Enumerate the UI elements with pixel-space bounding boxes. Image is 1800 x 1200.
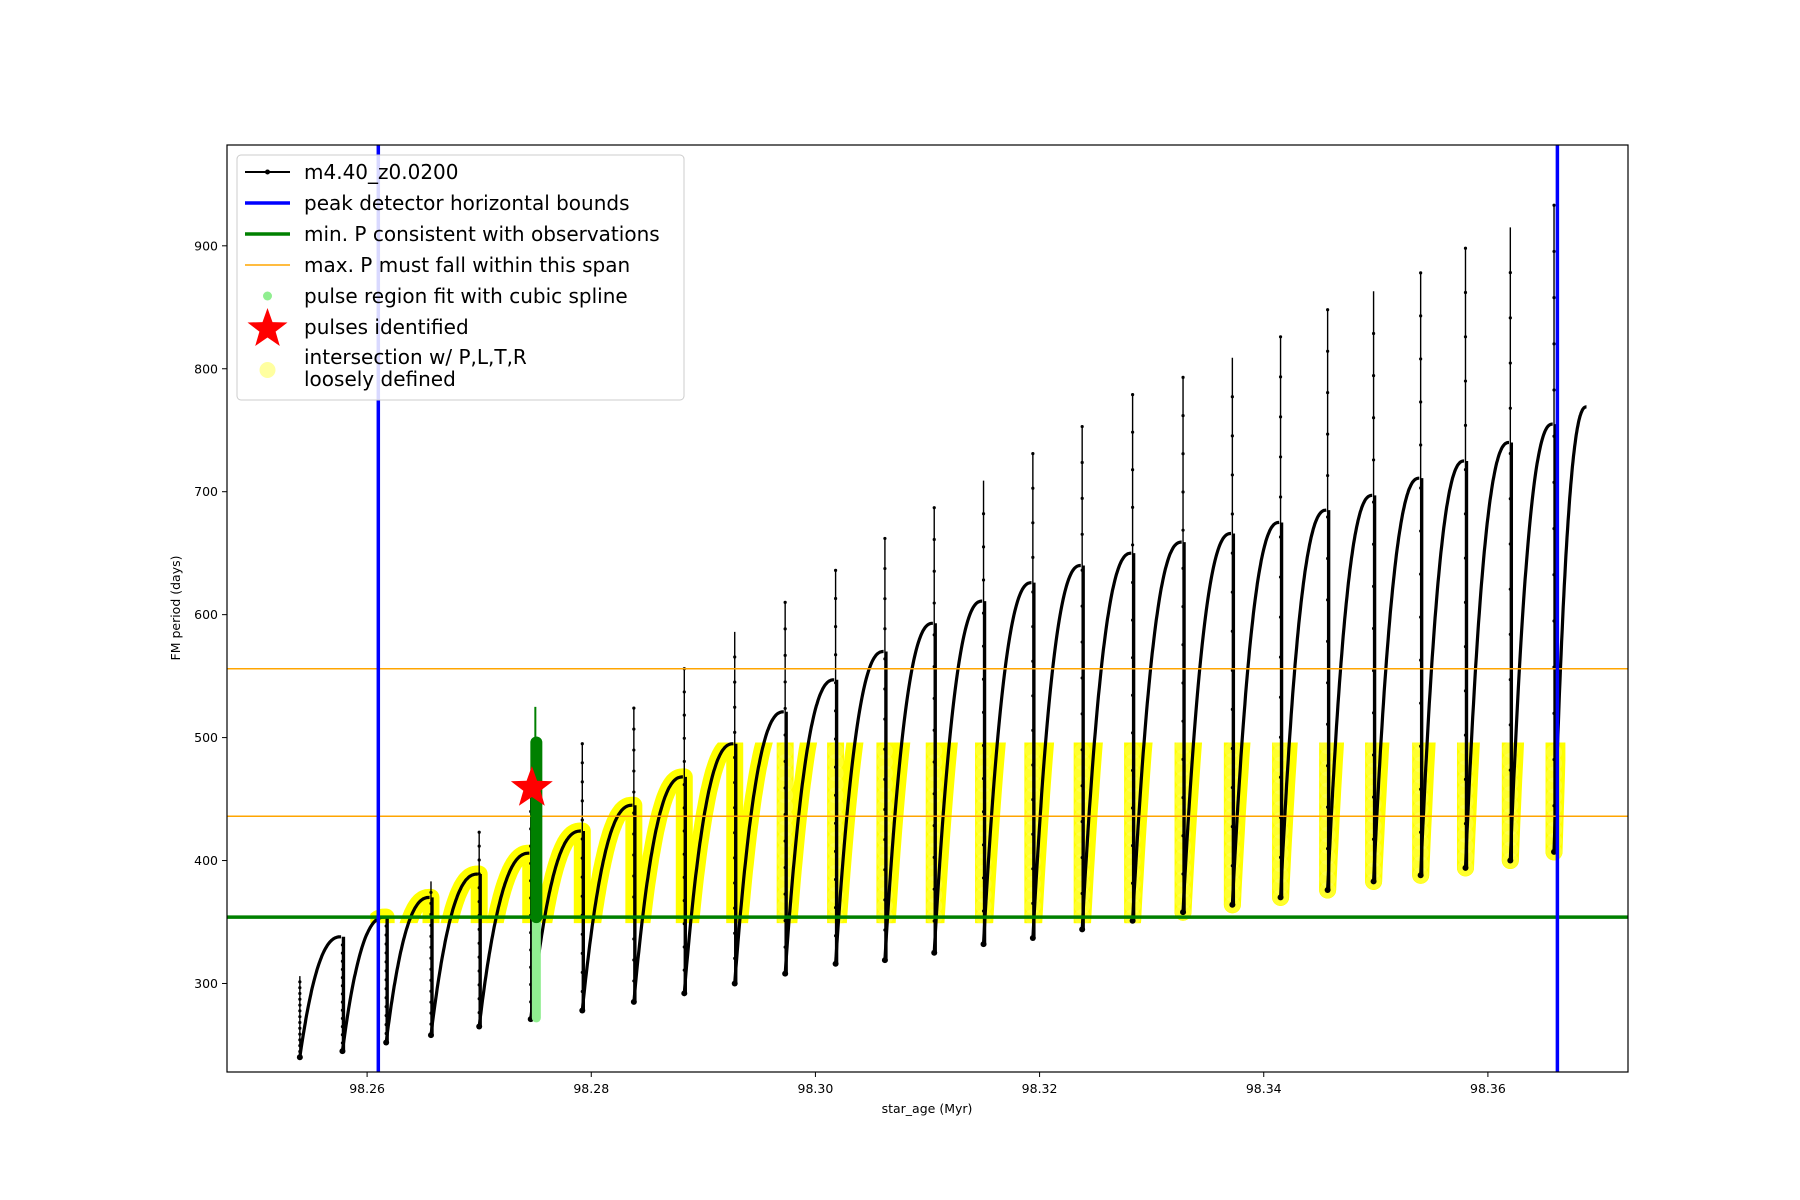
legend-swatch bbox=[247, 308, 288, 346]
period-track-segment bbox=[1181, 531, 1232, 913]
pulse-spike bbox=[1029, 451, 1036, 941]
x-tick-label: 98.34 bbox=[1246, 1081, 1282, 1096]
pulse-spike bbox=[1417, 271, 1424, 879]
period-track-segment bbox=[429, 872, 479, 1036]
period-track-segment bbox=[783, 678, 835, 974]
x-tick-label: 98.30 bbox=[798, 1081, 834, 1096]
period-track-segment bbox=[580, 803, 634, 1011]
period-track-segment bbox=[632, 775, 684, 1003]
period-track-segment bbox=[384, 895, 431, 1043]
pulse-spike bbox=[1229, 357, 1236, 908]
legend-swatch-dot bbox=[265, 169, 270, 175]
period-track-segment bbox=[1552, 405, 1588, 852]
pulse-spike bbox=[579, 742, 586, 1014]
period-track-segment bbox=[298, 935, 342, 1058]
pulse-spike bbox=[1277, 335, 1284, 901]
x-axis: 98.26 98.28 98.30 98.32 98.34 98.36 bbox=[349, 1072, 1506, 1096]
x-tick-label: 98.28 bbox=[573, 1081, 609, 1096]
y-tick-label: 600 bbox=[194, 607, 218, 622]
x-axis-label: star_age (Myr) bbox=[882, 1101, 973, 1116]
pulse-spike bbox=[383, 915, 390, 1046]
legend-label: peak detector horizontal bounds bbox=[304, 191, 630, 215]
legend-item: min. P consistent with observations bbox=[245, 222, 660, 246]
period-track-segment bbox=[682, 742, 735, 994]
pulse-marker-layer bbox=[510, 766, 553, 806]
pulse-spike bbox=[931, 506, 938, 956]
pulse-spike bbox=[1079, 424, 1086, 933]
pulse-spike bbox=[782, 600, 789, 977]
period-track-segment bbox=[477, 851, 531, 1027]
legend-label: min. P consistent with observations bbox=[304, 222, 660, 246]
y-tick-label: 400 bbox=[194, 853, 218, 868]
period-track-segment bbox=[1463, 440, 1510, 868]
period-track-segment bbox=[1230, 520, 1280, 905]
x-tick-label: 98.32 bbox=[1022, 1081, 1058, 1096]
pulse-spike bbox=[630, 706, 637, 1005]
period-track-segment bbox=[1080, 551, 1132, 930]
pulse-spike bbox=[427, 881, 434, 1039]
y-tick-label: 800 bbox=[194, 361, 218, 376]
legend-item: max. P must fall within this span bbox=[245, 253, 630, 277]
pulse-spike bbox=[1551, 203, 1558, 855]
legend-item: peak detector horizontal bounds bbox=[245, 191, 630, 215]
spline-fit-layer bbox=[530, 706, 543, 1023]
legend-label: m4.40_z0.0200 bbox=[304, 160, 459, 184]
period-track-segment bbox=[1419, 459, 1465, 876]
period-track-segment bbox=[834, 649, 885, 964]
pulse-spike bbox=[881, 536, 888, 964]
legend-label: loosely defined bbox=[304, 367, 456, 391]
period-track-segment bbox=[1508, 422, 1554, 861]
y-tick-label: 500 bbox=[194, 730, 218, 745]
legend-label: intersection w/ P,L,T,R bbox=[304, 345, 527, 369]
pulse-spike bbox=[296, 976, 303, 1061]
pulse-spike bbox=[980, 480, 987, 948]
x-tick-label: 98.26 bbox=[349, 1081, 385, 1096]
pulse-spike bbox=[731, 631, 738, 987]
legend-box bbox=[236, 154, 685, 401]
legend-item: pulses identified bbox=[247, 308, 469, 346]
pulse-spike bbox=[339, 936, 346, 1055]
legend-label: pulse region fit with cubic spline bbox=[304, 284, 628, 308]
plot-area bbox=[227, 145, 1628, 1072]
legend-swatch bbox=[263, 291, 272, 301]
y-tick-label: 300 bbox=[194, 976, 218, 991]
pulse-spike bbox=[1129, 392, 1136, 924]
x-tick-label: 98.36 bbox=[1470, 1081, 1506, 1096]
period-track-layer bbox=[296, 203, 1588, 1061]
period-track-segment bbox=[932, 599, 983, 953]
period-track-segment bbox=[1372, 476, 1421, 882]
period-track-segment bbox=[1279, 508, 1328, 898]
y-tick-label: 900 bbox=[194, 238, 218, 253]
period-track-segment bbox=[1031, 563, 1082, 939]
period-track-segment bbox=[883, 621, 934, 961]
legend-label: pulses identified bbox=[304, 315, 469, 339]
y-axis: 300 400 500 600 700 800 900 bbox=[194, 238, 227, 991]
pulse-spike bbox=[1370, 291, 1377, 885]
legend-item: m4.40_z0.0200 bbox=[245, 160, 459, 184]
period-track-segment bbox=[1131, 540, 1183, 921]
y-axis-label: FM period (days) bbox=[168, 556, 183, 661]
pulse-spike bbox=[1324, 308, 1331, 894]
legend-label: max. P must fall within this span bbox=[304, 253, 630, 277]
pulse-identified-marker bbox=[510, 766, 553, 806]
y-tick-label: 700 bbox=[194, 484, 218, 499]
legend-swatch bbox=[259, 362, 276, 378]
pulse-spike bbox=[1462, 246, 1469, 871]
legend-item: pulse region fit with cubic spline bbox=[263, 284, 628, 308]
axes-frame bbox=[226, 144, 1629, 1073]
pulse-spike bbox=[1507, 227, 1514, 864]
period-track-segment bbox=[1326, 493, 1374, 891]
pulse-spike bbox=[681, 667, 688, 997]
period-track-segment bbox=[733, 710, 785, 984]
pulse-spike bbox=[1180, 375, 1187, 916]
